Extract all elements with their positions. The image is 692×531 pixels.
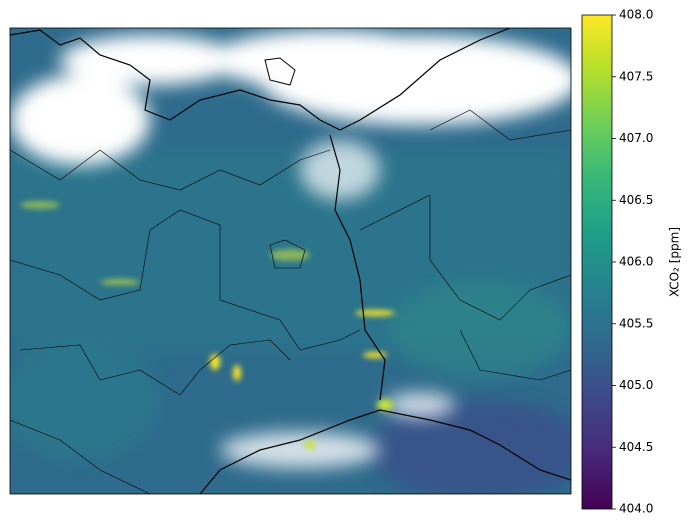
borders [10,28,571,494]
colorbar-tick-label: 407.5 [619,69,653,83]
colorbar [581,14,613,510]
map [10,28,571,494]
colorbar-tick-label: 406.0 [619,255,653,269]
colorbar-tick-label: 408.0 [619,8,653,22]
colorbar-tick-label: 404.5 [619,440,653,454]
colorbar-label: XCO₂ [ppm] [668,227,682,297]
clouds [10,30,571,468]
map-frame [9,27,572,495]
colorbar-tick-label: 404.0 [619,502,653,516]
colorbar-tick-label: 405.5 [619,316,653,330]
colorbar-tick-label: 405.0 [619,378,653,392]
colorbar-tick-label: 406.5 [619,193,653,207]
colorbar-tick-label: 407.0 [619,131,653,145]
